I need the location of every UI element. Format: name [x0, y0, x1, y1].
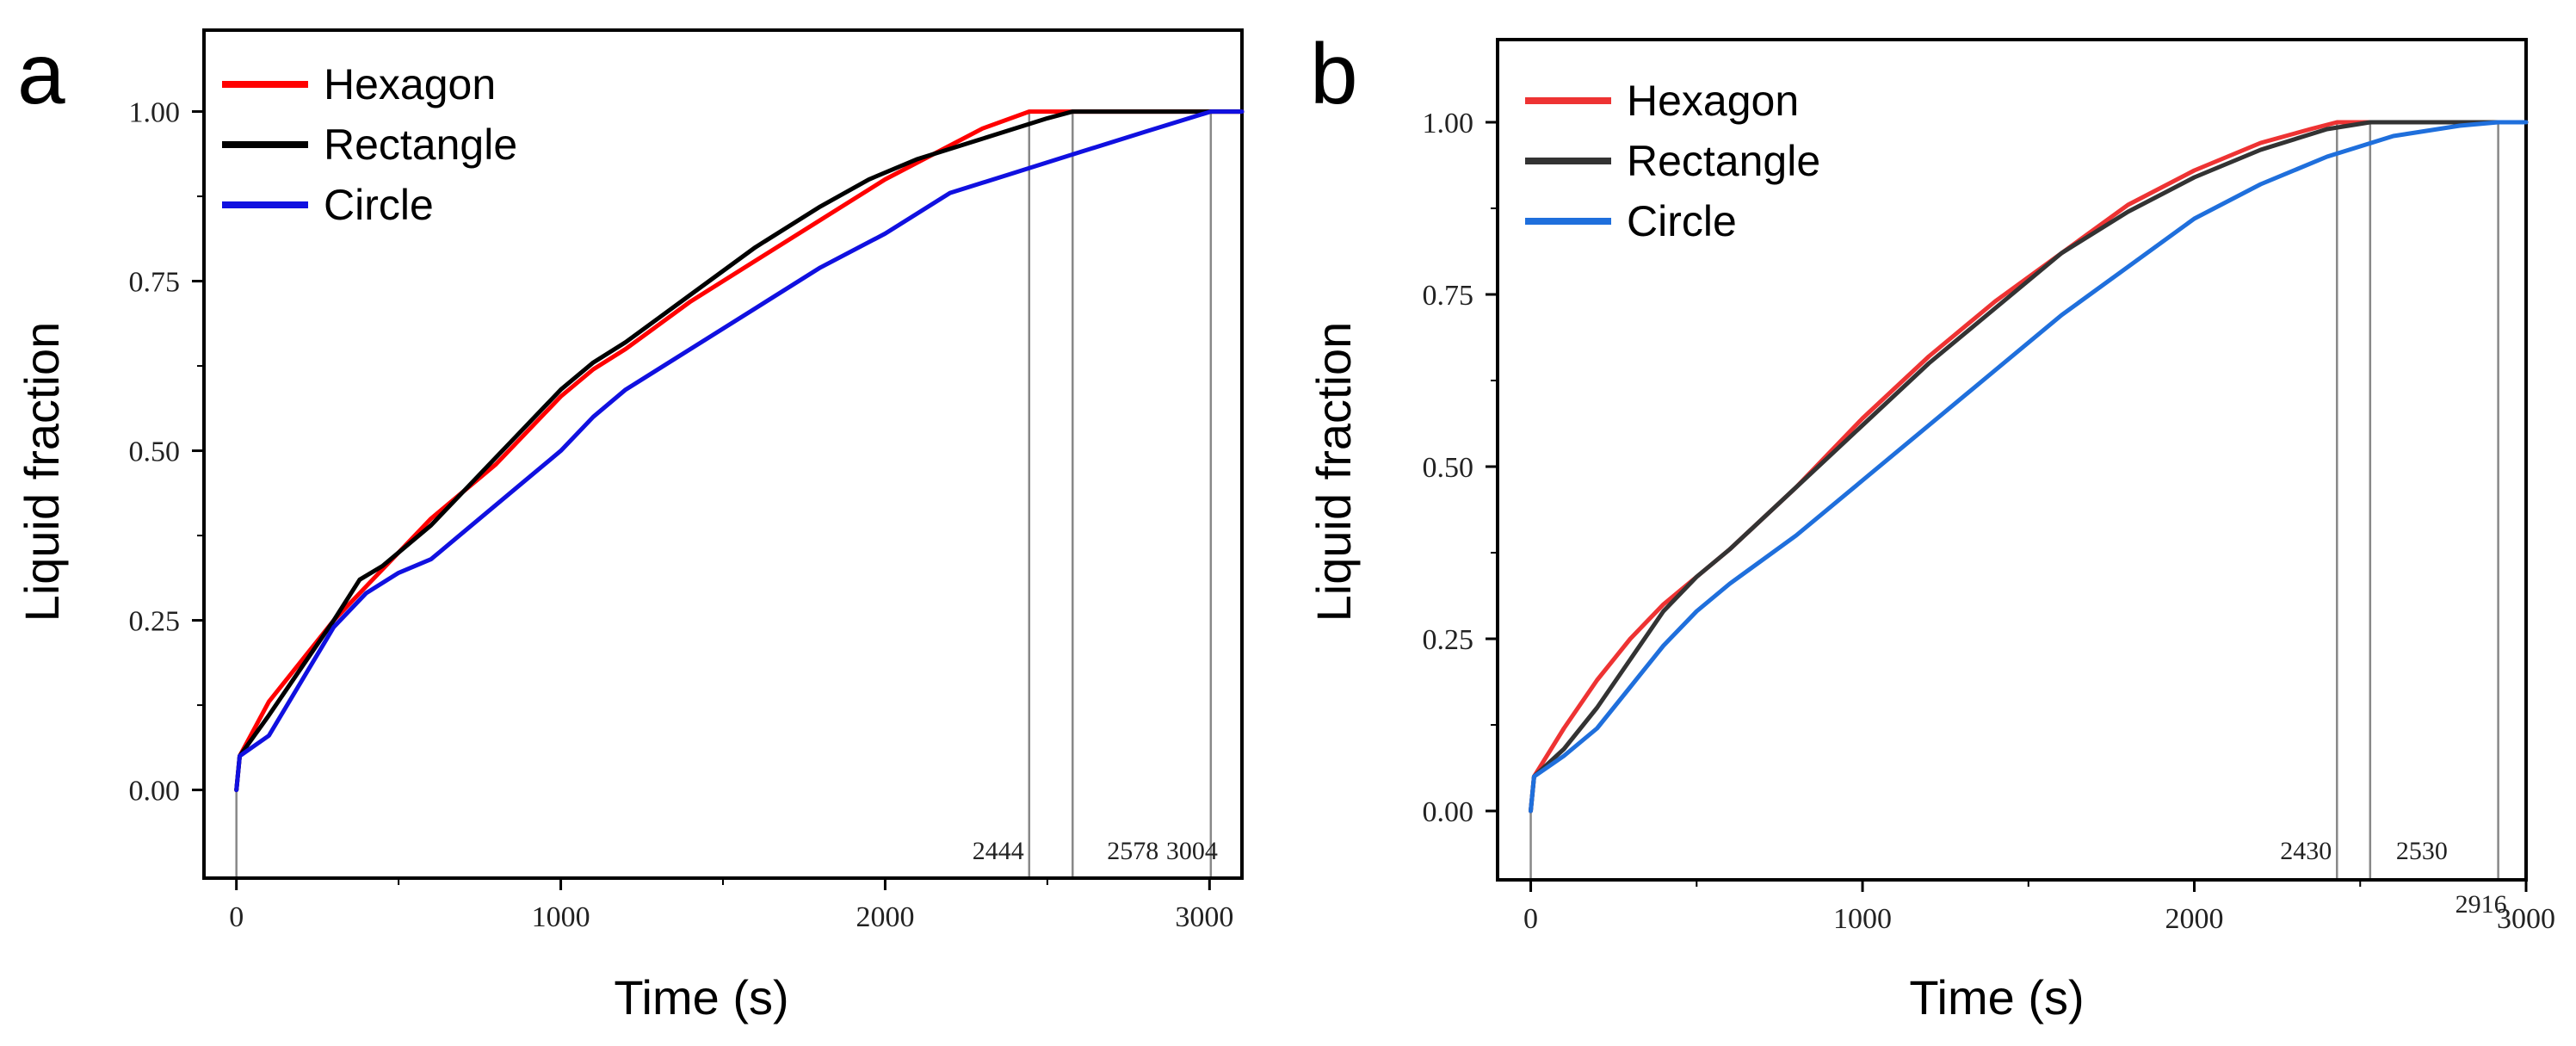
x-tick-label: 0: [229, 901, 244, 933]
y-tick-label: 1.00: [1423, 108, 1474, 139]
reference-line-label: 2530: [2396, 837, 2448, 865]
y-tick-label: 0.25: [129, 606, 181, 638]
reference-line-label: 2916: [2456, 890, 2507, 919]
y-tick-label: 0.50: [1423, 452, 1474, 484]
x-axis-label: Time (s): [614, 970, 788, 1024]
x-axis-label: Time (s): [1909, 970, 2084, 1024]
y-tick-label: 0.25: [1423, 624, 1474, 656]
series-line-rectangle: [1529, 120, 2529, 814]
series-line-hexagon: [1529, 120, 2529, 814]
y-axis-label: Liquid fraction: [15, 322, 69, 622]
x-tick-label: 3000: [1175, 901, 1233, 933]
chart-panel-a: a 2444 2578 3004 0.00 0.25 0.50 0.75 1.00 0 1000 20…: [15, 26, 1245, 1024]
legend-label: Circle: [1627, 197, 1737, 245]
plot-frame: [1496, 38, 2528, 882]
panel-letter: a: [17, 26, 65, 122]
x-tick-label: 1000: [1833, 903, 1892, 935]
series-line-circle: [234, 109, 1245, 793]
reference-line-label: 2430: [2280, 837, 2332, 865]
y-axis-label: Liquid fraction: [1307, 322, 1361, 622]
panel-letter: b: [1310, 26, 1358, 122]
x-tick-label: 3000: [2497, 903, 2555, 935]
y-tick-label: 0.50: [129, 436, 181, 468]
legend-label: Hexagon: [1627, 77, 1799, 125]
legend-label: Rectangle: [324, 121, 517, 169]
legend-label: Circle: [324, 181, 434, 229]
x-tick-label: 1000: [532, 901, 590, 933]
y-tick-label: 0.00: [129, 776, 181, 808]
legend-label: Rectangle: [1627, 137, 1820, 185]
legend-label: Hexagon: [324, 60, 496, 108]
reference-line-label: 2444: [973, 837, 1024, 865]
reference-line-label: 3004: [1166, 837, 1218, 865]
y-tick-label: 0.75: [129, 267, 181, 299]
x-tick-label: 2000: [2165, 903, 2224, 935]
y-tick-label: 1.00: [129, 97, 181, 129]
reference-line-label: 2578: [1107, 837, 1158, 865]
series-line-circle: [1529, 120, 2529, 814]
chart-panel-b: b 2430 2530 2916 0.00 0.25 0.50 0.75 1.00 0 1000 20…: [1307, 26, 2555, 1024]
x-tick-label: 2000: [856, 901, 914, 933]
y-tick-label: 0.75: [1423, 280, 1474, 312]
y-tick-label: 0.00: [1423, 796, 1474, 828]
x-tick-label: 0: [1523, 903, 1538, 935]
series-line-rectangle: [234, 109, 1245, 793]
